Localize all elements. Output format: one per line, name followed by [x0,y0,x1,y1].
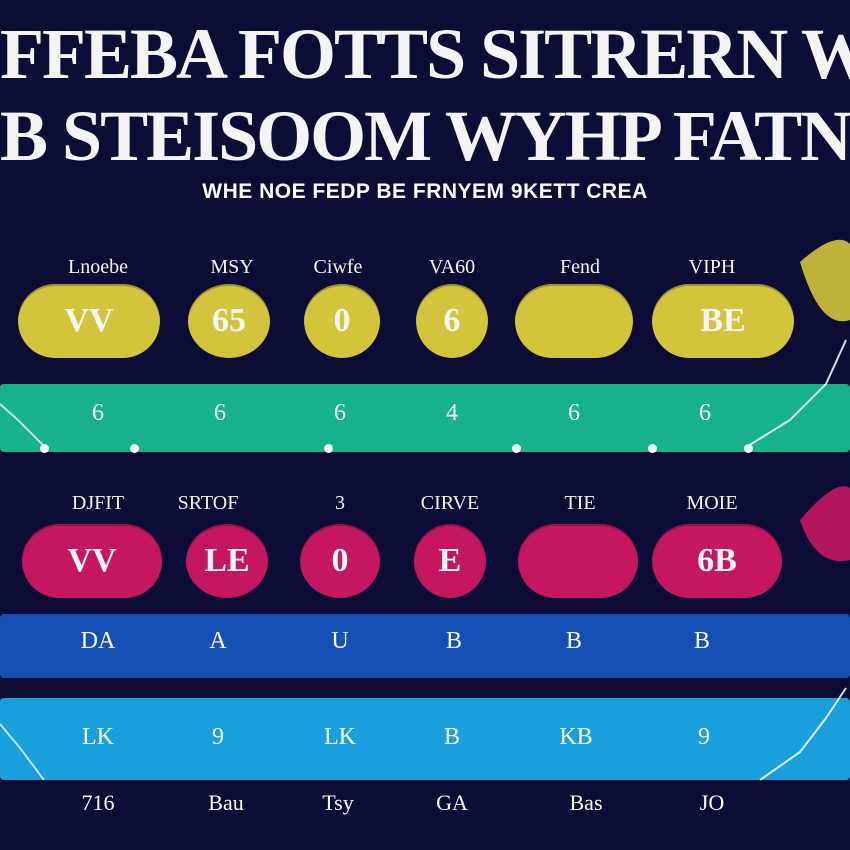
sky-label-1: LK [82,724,114,750]
pink-pill-1: VV [22,524,162,598]
bottom-label-6: JO [699,790,725,815]
teal-dots [0,444,850,464]
subtitle: WHE NOE FEDP BE FRNYEM 9KETT CREA [202,180,648,203]
title-line-1: FFEBA FOTTS SITRERN WEBS FOR [0,14,850,94]
bottom-label-3: Tsy [322,790,354,815]
teal-label-2: 6 [214,400,226,426]
blue-label-6: B [693,628,710,654]
teal-label-3: 6 [334,400,346,426]
yellow-pill-2: 65 [188,284,270,358]
yellow-pill-4: 6 [416,284,488,358]
title-block: FFEBA FOTTS SITRERN WEBS FOR B STEISOOM … [0,18,850,182]
blue-label-3: U [331,628,349,654]
bottom-label-4: GA [436,790,468,815]
pink-pill-5 [518,524,638,598]
teal-dot-2 [130,444,139,453]
yellow-label-5: Fend [560,256,600,278]
teal-ribbon: 6 6 6 4 6 6 [0,384,850,452]
bottom-label-2: Bau [208,790,244,815]
blue-label-4: B [445,628,462,654]
bottom-label-1: 716 [81,790,115,815]
pink-label-5: TIE [564,492,596,514]
bottom-label-5: Bas [569,790,603,815]
pink-label-6: MOIE [686,492,738,514]
sky-label-4: B [443,724,460,750]
teal-dot-1 [40,444,49,453]
yellow-labels: Lnoebe MSY Ciwfe VA60 Fend VIPH [0,256,850,290]
pink-pill-2: LE [186,524,268,598]
teal-dot-6 [744,444,753,453]
pink-label-1: DJFIT [71,492,125,514]
blue-label-5: B [565,628,582,654]
yellow-pill-5 [515,284,633,358]
yellow-label-4: VA60 [428,256,476,278]
teal-dot-3 [324,444,333,453]
blue-label-1: DA [80,628,116,654]
teal-label-6: 6 [699,400,711,426]
teal-label-5: 6 [568,400,580,426]
pink-pills: VV LE 0 E 6B [0,524,850,598]
yellow-label-3: Ciwfe [313,256,363,278]
sky-label-6: 9 [698,724,710,750]
teal-dot-4 [512,444,521,453]
pink-label-3: 3 [335,492,345,514]
pink-pill-6: 6B [652,524,782,598]
yellow-pill-1: VV [18,284,160,358]
blue-ribbon: DA A U B B B [0,614,850,678]
pink-labels: DJFIT SRTOF 3 CIRVE TIE MOIE [0,492,850,526]
pink-pill-4: E [414,524,486,598]
pink-label-2: SRTOF [177,492,239,514]
bottom-labels: 716 Bau Tsy GA Bas JO [0,790,850,820]
pink-pill-3: 0 [300,524,380,598]
pink-label-4: CIRVE [420,492,480,514]
yellow-pill-6: BE [652,284,794,358]
sky-label-3: LK [324,724,356,750]
blue-label-2: A [209,628,227,654]
title-line-2: B STEISOOM WYHP FATNOSE [0,96,850,176]
sky-ribbon: LK 9 LK B KB 9 [0,698,850,780]
yellow-pills: VV 65 0 6 BE [0,284,850,358]
yellow-label-2: MSY [210,256,254,278]
sky-label-5: KB [559,724,593,750]
teal-dot-5 [648,444,657,453]
sky-label-2: 9 [212,724,224,750]
teal-label-1: 6 [92,400,104,426]
teal-label-4: 4 [446,400,458,426]
yellow-label-6: VIPH [688,256,736,278]
yellow-pill-3: 0 [304,284,380,358]
yellow-label-1: Lnoebe [68,256,128,278]
